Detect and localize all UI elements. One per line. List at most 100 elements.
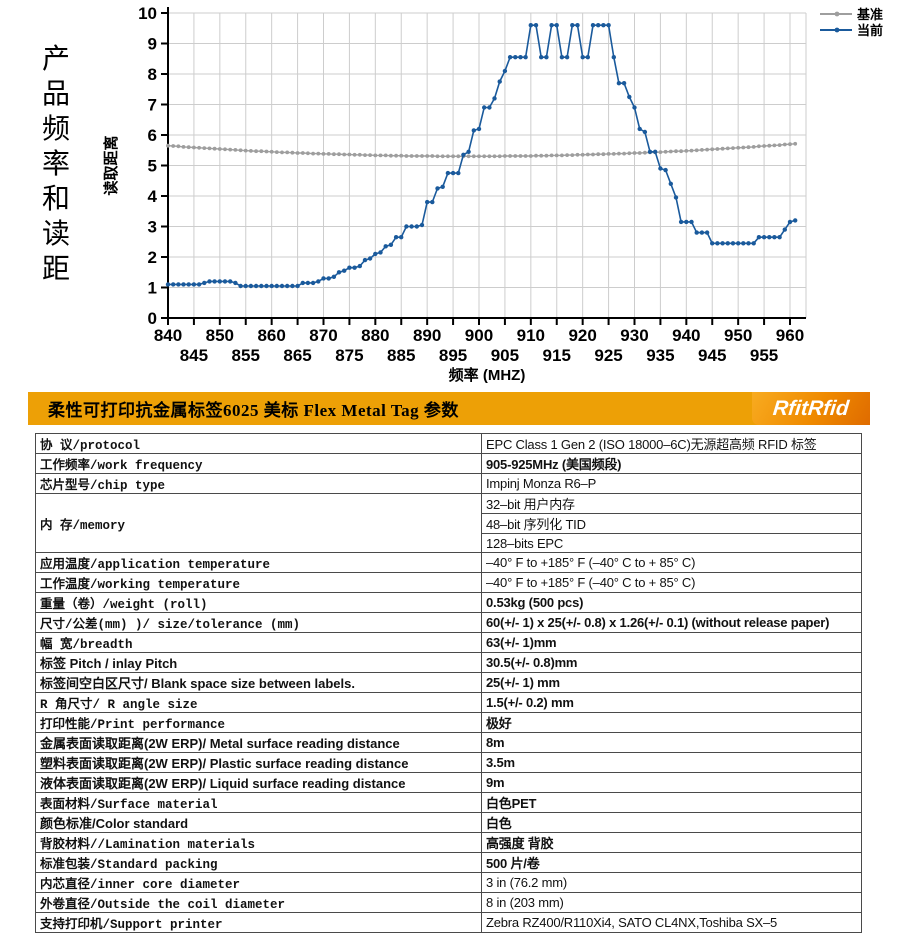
spec-row: 表面材料/Surface material 白色PET: [35, 792, 862, 813]
svg-text:845: 845: [180, 346, 208, 365]
spec-row: 背胶材料//Lamination materials 高强度 背胶: [35, 832, 862, 853]
spec-table: 协 议/protocol EPC Class 1 Gen 2 (ISO 18000…: [35, 433, 862, 933]
spec-row: 工作温度/working temperature –40° F to +185° …: [35, 572, 862, 593]
axis-titles: 频率 (MHZ) 读取距离: [102, 135, 525, 384]
series-基准: [166, 141, 798, 159]
spec-row: 塑料表面读取距离(2W ERP)/ Plastic surface readin…: [35, 752, 862, 773]
spec-row: 协 议/protocol EPC Class 1 Gen 2 (ISO 18000…: [35, 433, 862, 454]
svg-text:1: 1: [148, 279, 157, 298]
svg-text:890: 890: [413, 326, 441, 345]
spec-label: 内芯直径/inner core diameter: [35, 872, 482, 893]
spec-value: 白色: [481, 812, 862, 833]
side-title-char: 距: [42, 254, 71, 285]
spec-value: 8 in (203 mm): [481, 892, 862, 913]
svg-text:基准: 基准: [856, 7, 883, 22]
spec-label: 颜色标准/Color standard: [35, 812, 482, 833]
svg-text:950: 950: [724, 326, 752, 345]
spec-value: –40° F to +185° F (–40° C to + 85° C): [481, 572, 862, 593]
spec-row: 液体表面读取距离(2W ERP)/ Liquid surface reading…: [35, 772, 862, 793]
svg-text:870: 870: [309, 326, 337, 345]
svg-text:945: 945: [698, 346, 726, 365]
spec-row: 应用温度/application temperature –40° F to +1…: [35, 552, 862, 573]
side-title-char: 产: [42, 44, 71, 75]
spec-label: 金属表面读取距离(2W ERP)/ Metal surface reading …: [35, 732, 482, 753]
spec-row: 金属表面读取距离(2W ERP)/ Metal surface reading …: [35, 732, 862, 753]
svg-text:875: 875: [335, 346, 363, 365]
spec-value: 高强度 背胶: [481, 832, 862, 853]
svg-text:900: 900: [465, 326, 493, 345]
svg-text:910: 910: [517, 326, 545, 345]
spec-label: 打印性能/Print performance: [35, 712, 482, 733]
spec-value: 3.5m: [481, 752, 862, 773]
spec-label: 重量（卷）/weight (roll): [35, 592, 482, 613]
brand-logo: RfitRfid: [752, 392, 870, 425]
svg-text:3: 3: [148, 218, 157, 237]
spec-label: 标签 Pitch / inlay Pitch: [35, 652, 482, 673]
spec-value: 500 片/卷: [481, 852, 862, 873]
spec-value: Impinj Monza R6–P: [481, 473, 862, 494]
svg-text:频率 (MHZ): 频率 (MHZ): [449, 366, 526, 384]
svg-text:当前: 当前: [857, 23, 883, 38]
spec-label: 液体表面读取距离(2W ERP)/ Liquid surface reading…: [35, 772, 482, 793]
brand-logo-text: RfitRfid: [771, 396, 851, 420]
spec-label: 表面材料/Surface material: [35, 792, 482, 813]
series-当前: [165, 23, 798, 289]
svg-text:885: 885: [387, 346, 415, 365]
svg-text:850: 850: [206, 326, 234, 345]
spec-row: 128–bits EPC: [36, 533, 862, 553]
svg-text:935: 935: [646, 346, 674, 365]
side-title-char: 率: [42, 149, 71, 180]
spec-label: R 角尺寸/ R angle size: [35, 692, 482, 713]
svg-text:920: 920: [568, 326, 596, 345]
spec-row: 内芯直径/inner core diameter 3 in (76.2 mm): [35, 872, 862, 893]
spec-label: 标签间空白区尺寸/ Blank space size between label…: [35, 672, 482, 693]
spec-row: 标签间空白区尺寸/ Blank space size between label…: [35, 672, 862, 693]
spec-label: 尺寸/公差(mm) )/ size/tolerance (mm): [35, 612, 482, 633]
spec-label: 协 议/protocol: [35, 433, 482, 454]
spec-label: 芯片型号/chip type: [35, 473, 482, 494]
spec-label: 应用温度/application temperature: [35, 552, 482, 573]
spec-value: 3 in (76.2 mm): [481, 872, 862, 893]
svg-text:960: 960: [776, 326, 804, 345]
spec-value: 8m: [481, 732, 862, 753]
spec-value: EPC Class 1 Gen 2 (ISO 18000–6C)无源超高频 RF…: [481, 433, 862, 454]
spec-row: 标准包装/Standard packing 500 片/卷: [35, 852, 862, 873]
svg-text:0: 0: [148, 309, 157, 328]
svg-text:940: 940: [672, 326, 700, 345]
spec-value: 25(+/- 1) mm: [481, 672, 862, 693]
svg-text:6: 6: [148, 126, 157, 145]
spec-label: 背胶材料//Lamination materials: [35, 832, 482, 853]
spec-value: 9m: [481, 772, 862, 793]
chart-grid: [168, 12, 807, 318]
spec-value: –40° F to +185° F (–40° C to + 85° C): [481, 552, 862, 573]
chart-axes: 0 1 2 3 4 5 6 7 8 9 10: [138, 4, 806, 328]
svg-text:905: 905: [491, 346, 519, 365]
spec-value: 128–bits EPC: [481, 533, 862, 553]
spec-label: 幅 宽/breadth: [35, 632, 482, 653]
side-title-char: 品: [42, 79, 71, 110]
svg-text:8: 8: [148, 65, 157, 84]
svg-text:10: 10: [138, 4, 157, 23]
svg-text:855: 855: [232, 346, 260, 365]
svg-text:915: 915: [543, 346, 571, 365]
x-axis-labels-row2: 845 855 865 875 885 895 905 915 925 935 945 955: [180, 346, 779, 365]
spec-value: 1.5(+/- 0.2) mm: [481, 692, 862, 713]
spec-value: 极好: [481, 712, 862, 733]
spec-label: 工作频率/work frequency: [35, 453, 482, 474]
chart-section: 产品频率和读距 0 1 2 3 4 5 6 7 8 9 10 840 850 860 870 880 890 90…: [0, 0, 898, 392]
section-title: 柔性可打印抗金属标签6025 美标 Flex Metal Tag 参数: [48, 401, 459, 420]
spec-value: 白色PET: [481, 792, 862, 813]
svg-text:9: 9: [148, 35, 157, 54]
svg-text:925: 925: [594, 346, 622, 365]
spec-value: 48–bit 序列化 TID: [481, 513, 862, 534]
svg-text:7: 7: [148, 96, 157, 115]
spec-label: 内 存/memory: [35, 493, 482, 553]
svg-text:895: 895: [439, 346, 467, 365]
spec-value: 905-925MHz (美国频段): [481, 453, 862, 474]
spec-row: 工作频率/work frequency 905-925MHz (美国频段): [35, 453, 862, 474]
spec-row: 颜色标准/Color standard 白色: [35, 812, 862, 833]
spec-value: 32–bit 用户内存: [481, 493, 862, 514]
spec-row: R 角尺寸/ R angle size 1.5(+/- 0.2) mm: [35, 692, 862, 713]
